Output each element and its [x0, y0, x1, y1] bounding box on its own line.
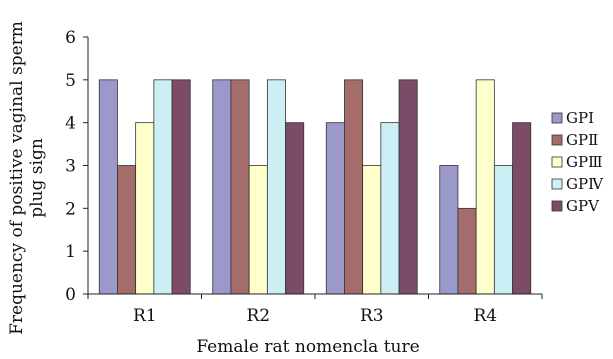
bar-r4-series-4 — [493, 165, 513, 295]
x-tick-label: R4 — [473, 306, 497, 326]
x-tick-label: R1 — [133, 306, 157, 326]
y-tick-label: 3 — [65, 157, 76, 177]
bar-r2-series-5 — [285, 122, 305, 295]
legend: GPⅠ GPⅡ GPⅢ GPⅣ GPⅤ — [551, 109, 604, 215]
bar-r1-series-5 — [171, 79, 191, 295]
bar-r2-series-2 — [230, 79, 250, 295]
bar-r1-series-1 — [98, 79, 118, 295]
bar-r3-series-1 — [325, 122, 345, 295]
bar-r2-series-1 — [212, 79, 232, 295]
x-axis: R1 R2 R3 R4 — [87, 293, 543, 326]
y-tick-label: 4 — [65, 114, 76, 134]
bar-r3-series-4 — [380, 122, 400, 295]
legend-label: GPⅢ — [566, 153, 603, 171]
legend-label: GPⅣ — [566, 175, 604, 193]
legend-label: GPⅤ — [566, 197, 600, 215]
legend-swatch — [551, 112, 563, 124]
bar-r2-series-3 — [248, 165, 268, 295]
legend-swatch — [551, 178, 563, 190]
bar-r4-series-2 — [457, 207, 477, 295]
y-tick-label: 5 — [65, 71, 76, 91]
bar-r1-series-3 — [135, 122, 155, 295]
bar-r1-series-4 — [153, 79, 173, 295]
bar-r3-series-5 — [398, 79, 418, 295]
y-tick-label: 1 — [65, 242, 76, 262]
y-tick-label: 2 — [65, 199, 76, 219]
y-tick-label: 6 — [65, 28, 76, 48]
plot-area — [98, 79, 532, 295]
legend-label: GPⅠ — [566, 109, 594, 127]
legend-swatch — [551, 200, 563, 212]
legend-swatch — [551, 134, 563, 146]
bar-r3-series-3 — [362, 165, 382, 295]
bar-r4-series-1 — [439, 165, 459, 295]
bar-r1-series-2 — [117, 165, 137, 295]
x-axis-title: Female rat nomencla ture — [196, 337, 419, 357]
bar-r2-series-4 — [266, 79, 286, 295]
bar-r4-series-5 — [512, 122, 532, 295]
x-tick-label: R3 — [360, 306, 384, 326]
legend-swatch — [551, 156, 563, 168]
y-tick-label: 0 — [65, 285, 76, 305]
y-axis: 0 1 2 3 4 5 6 — [65, 28, 89, 305]
bar-r3-series-2 — [344, 79, 364, 295]
x-tick-label: R2 — [246, 306, 270, 326]
legend-label: GPⅡ — [566, 131, 598, 149]
bar-r4-series-3 — [475, 79, 495, 295]
y-axis-title-line-1: Frequency of positive vaginal sperm — [7, 21, 27, 335]
y-axis-title-line-2: plug sign — [27, 138, 47, 218]
y-axis-title: Frequency of positive vaginal sperm plug… — [7, 21, 47, 335]
